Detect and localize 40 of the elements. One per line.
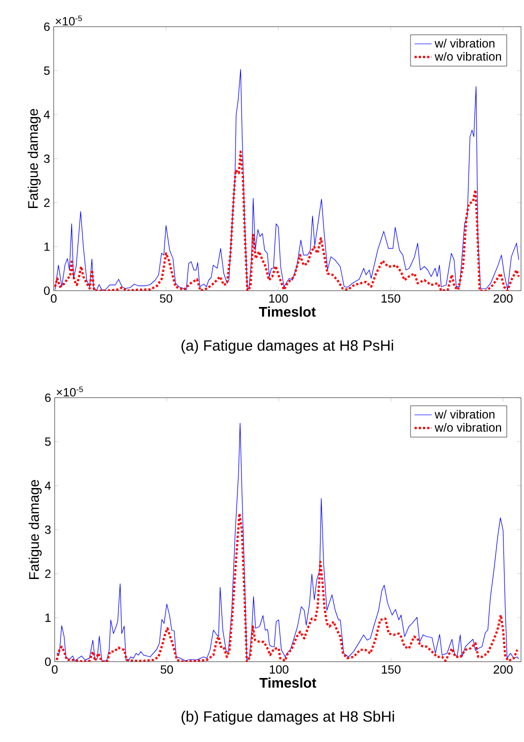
y-tick-label: 1 xyxy=(44,242,50,251)
x-axis-title: Timeslot xyxy=(259,678,316,688)
line-series xyxy=(56,422,520,662)
x-tick-label: 50 xyxy=(160,665,173,674)
x-axis-title: Timeslot xyxy=(258,306,316,317)
x-tick-label: 150 xyxy=(382,294,400,303)
y-axis-title: Fatigue damage xyxy=(28,108,41,208)
x-tick-label: 150 xyxy=(382,665,400,674)
text: ×10$^{-5}$ xyxy=(56,386,83,396)
y-tick-label: 2 xyxy=(45,570,51,578)
y-tick-label: 1 xyxy=(45,614,51,622)
x-tick-label: 0 xyxy=(52,665,58,674)
y-tick-label: 3 xyxy=(44,154,50,163)
x-tick-label: 100 xyxy=(270,665,288,674)
x-tick-label: 200 xyxy=(494,665,513,674)
text: (b) Fatigue damages at H8 SbHi xyxy=(182,710,394,725)
text: (a) Fatigue damages at H8 PsHi xyxy=(182,340,394,354)
x-tick-label: 50 xyxy=(160,294,172,303)
y-tick-label: 0 xyxy=(45,657,51,666)
legend-label: w/ vibration xyxy=(434,410,494,419)
y-tick-label: 2 xyxy=(44,198,50,207)
x-tick-label: 200 xyxy=(494,294,513,303)
y-tick-label: 4 xyxy=(44,110,50,119)
line-series xyxy=(54,69,520,291)
y-tick-label: 6 xyxy=(45,393,51,402)
y-tick-label: 4 xyxy=(44,482,51,490)
line-series xyxy=(56,512,518,662)
line-series xyxy=(54,150,520,291)
y-tick-label: 5 xyxy=(44,66,50,75)
y-tick-label: 6 xyxy=(44,22,50,31)
text: ×10$^{-5}$ xyxy=(56,16,82,26)
y-axis-title: Fatigue damage xyxy=(28,480,42,579)
legend-label: w/ vibration xyxy=(434,38,494,48)
legend-label: w/o vibration xyxy=(434,422,502,432)
y-tick-label: 5 xyxy=(45,438,51,446)
legend-label: w/o vibration xyxy=(434,52,502,61)
y-tick-label: 0 xyxy=(44,286,50,295)
x-tick-label: 100 xyxy=(269,294,288,303)
y-tick-label: 3 xyxy=(44,525,51,534)
x-tick-label: 0 xyxy=(50,294,57,303)
